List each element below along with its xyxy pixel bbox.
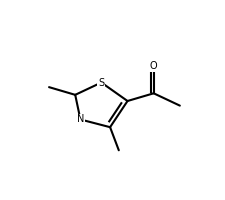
Text: N: N — [77, 114, 84, 124]
Text: S: S — [98, 78, 104, 88]
Text: O: O — [150, 61, 157, 71]
